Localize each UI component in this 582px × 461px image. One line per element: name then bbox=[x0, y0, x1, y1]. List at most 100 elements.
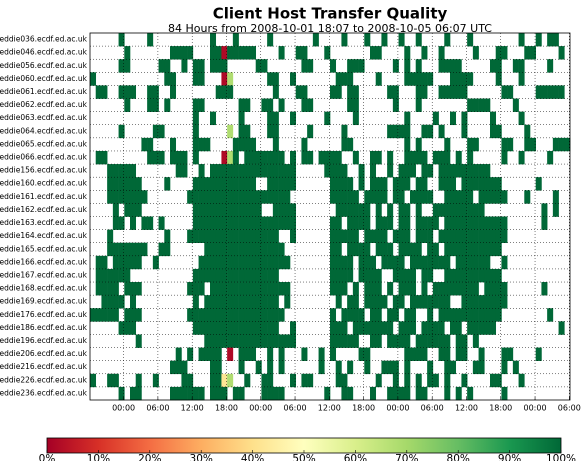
row-label: eddie186.ecdf.ed.ac.uk bbox=[0, 323, 88, 332]
cell bbox=[472, 137, 479, 152]
cell bbox=[181, 59, 188, 73]
cell bbox=[398, 229, 405, 244]
cell bbox=[215, 334, 222, 348]
cell bbox=[238, 98, 245, 112]
cell bbox=[192, 321, 199, 335]
cell bbox=[238, 164, 245, 178]
cell bbox=[552, 33, 559, 47]
cell bbox=[478, 268, 485, 283]
cell bbox=[330, 177, 337, 191]
cell bbox=[358, 242, 365, 257]
cell bbox=[192, 190, 199, 204]
cell bbox=[490, 268, 497, 283]
cell bbox=[484, 255, 491, 270]
cell bbox=[141, 216, 148, 230]
cell bbox=[358, 268, 365, 283]
cell bbox=[501, 137, 508, 152]
cell bbox=[215, 203, 222, 217]
cell bbox=[358, 321, 365, 335]
cell bbox=[192, 98, 199, 112]
cell bbox=[272, 150, 279, 165]
cell bbox=[381, 190, 388, 204]
cell bbox=[255, 295, 262, 309]
cell bbox=[461, 177, 468, 191]
row-label: eddie161.ecdf.ed.ac.uk bbox=[0, 192, 88, 201]
cell bbox=[330, 268, 337, 283]
cell bbox=[278, 150, 285, 165]
cell bbox=[107, 177, 114, 191]
cell bbox=[375, 242, 382, 257]
cell bbox=[130, 216, 137, 230]
cell bbox=[210, 282, 217, 296]
row-label: eddie226.ecdf.ed.ac.uk bbox=[0, 375, 88, 384]
cell bbox=[364, 33, 371, 47]
c-tick-label: 0% bbox=[39, 453, 56, 461]
cell bbox=[107, 308, 114, 322]
cell bbox=[221, 386, 228, 401]
cell bbox=[118, 164, 125, 178]
cell bbox=[495, 124, 502, 139]
cell bbox=[124, 203, 131, 217]
cell bbox=[364, 229, 371, 244]
cell bbox=[472, 334, 479, 348]
cell bbox=[221, 150, 228, 165]
cell bbox=[272, 282, 279, 296]
cell bbox=[352, 282, 359, 296]
cell bbox=[232, 295, 239, 309]
cell bbox=[347, 137, 354, 152]
cell bbox=[198, 229, 205, 244]
cell bbox=[467, 242, 474, 257]
cell bbox=[444, 268, 451, 283]
cell bbox=[295, 46, 302, 60]
cell bbox=[375, 308, 382, 322]
cell bbox=[347, 98, 354, 112]
cell bbox=[455, 268, 462, 283]
cell bbox=[490, 216, 497, 230]
cell bbox=[392, 229, 399, 244]
cell bbox=[421, 72, 428, 86]
cell bbox=[330, 308, 337, 322]
cell bbox=[427, 255, 434, 270]
cell bbox=[244, 373, 251, 388]
cell bbox=[467, 386, 474, 401]
cell bbox=[478, 321, 485, 335]
cell bbox=[152, 98, 159, 112]
cell bbox=[341, 177, 348, 191]
cell bbox=[358, 216, 365, 230]
c-tick-label: 20% bbox=[138, 453, 161, 461]
cell bbox=[204, 334, 211, 348]
cell bbox=[490, 295, 497, 309]
cell bbox=[507, 137, 514, 152]
cell bbox=[130, 295, 137, 309]
cell bbox=[541, 282, 548, 296]
cell bbox=[198, 164, 205, 178]
cell bbox=[495, 216, 502, 230]
cell bbox=[387, 164, 394, 178]
cell bbox=[227, 268, 234, 283]
cell bbox=[278, 164, 285, 178]
cell bbox=[215, 347, 222, 361]
cell bbox=[238, 124, 245, 139]
cell bbox=[547, 85, 554, 99]
cell bbox=[124, 46, 131, 60]
cell bbox=[192, 203, 199, 217]
cell bbox=[272, 229, 279, 244]
cell bbox=[495, 242, 502, 257]
cell bbox=[130, 85, 137, 99]
cell bbox=[90, 72, 97, 86]
cell bbox=[410, 164, 417, 178]
cell bbox=[450, 59, 457, 73]
cell bbox=[238, 386, 245, 401]
cell bbox=[467, 229, 474, 244]
cell bbox=[381, 33, 388, 47]
cell bbox=[421, 321, 428, 335]
cell bbox=[101, 85, 108, 99]
cell bbox=[101, 268, 108, 283]
cell bbox=[215, 229, 222, 244]
cell bbox=[330, 321, 337, 335]
cell bbox=[501, 347, 508, 361]
row-label: eddie236.ecdf.ed.ac.uk bbox=[0, 388, 88, 397]
cell bbox=[290, 216, 297, 230]
cell bbox=[232, 242, 239, 257]
cell bbox=[507, 347, 514, 361]
